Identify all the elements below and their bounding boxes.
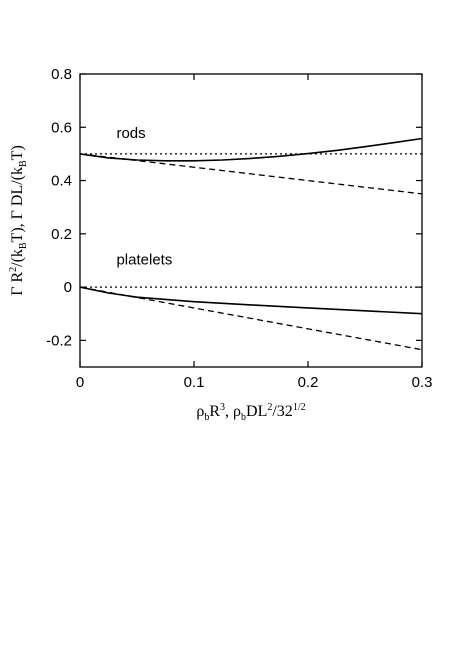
y-tick-label: 0.2 [51,226,72,243]
series-line-dashed [79,153,423,195]
series-line-solid [79,137,423,162]
x-tick-label: 0.3 [412,374,433,391]
plot-frame [79,73,423,368]
x-tick-label: 0.1 [184,374,205,391]
y-tick-label: -0.2 [46,332,72,349]
axes [79,73,423,368]
annotation-label: platelets [116,251,172,268]
y-tick-label: 0.8 [51,66,72,83]
x-axis-label: ρb​R3​, ρb​DL2​/321/2​ [196,402,305,423]
x-tick-label: 0 [76,374,84,391]
y-tick-label: 0 [64,279,72,296]
y-tick-label: 0.4 [51,173,72,190]
y-tick-label: 0.6 [51,119,72,136]
y-axis-label: Γ R2​/(kB​T), Γ DL/(kB​T) [8,145,29,296]
plot-lines [79,137,423,351]
x-tick-label: 0.2 [298,374,319,391]
labels: 0 0.1 0.2 0.3 -0.2 0 0.2 0.4 0.6 0.8 rods platelets… [8,66,432,423]
annotation-label: rods [116,125,145,142]
series-line-solid [79,286,423,315]
series-line-dashed [79,286,423,351]
